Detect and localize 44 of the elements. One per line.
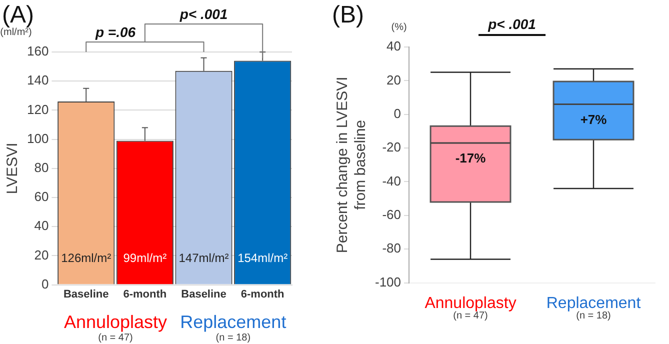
x-tick-label: 6-month xyxy=(123,288,167,300)
text: Annuloplasty xyxy=(64,312,168,332)
data-label: 147ml/m² xyxy=(178,251,229,266)
x-tick-label: Annuloplasty xyxy=(424,294,516,312)
data-label: 126ml/m² xyxy=(61,251,112,266)
y-tick-label: 140 xyxy=(26,72,49,88)
text: p< .001 xyxy=(178,6,228,22)
text: (ml/m²) xyxy=(0,26,32,38)
x-tick-label: Replacement xyxy=(546,294,642,312)
x-tick-label: 6-month xyxy=(240,288,285,300)
y-axis-title: Percent change in LVESVI from baseline xyxy=(334,76,370,254)
y-tick-label: -60 xyxy=(382,207,402,222)
y-axis-title: LVESVI xyxy=(4,142,22,194)
x-tick-label: Baseline xyxy=(63,288,109,300)
text: (n = 47) xyxy=(98,332,133,344)
text: (n = 47) xyxy=(453,310,488,322)
y-tick-label: 20 xyxy=(34,247,49,262)
y-tick-label: 100 xyxy=(26,130,49,146)
y-tick-label: -100 xyxy=(374,274,402,290)
text: (n = 18) xyxy=(576,310,611,322)
annotation: +7% xyxy=(580,112,608,127)
text: p =.06 xyxy=(94,24,136,40)
y-tick-label: 120 xyxy=(26,102,49,117)
y-tick-label: 60 xyxy=(34,189,49,204)
data-label: 99ml/m² xyxy=(123,251,167,266)
text: Replacement xyxy=(180,312,286,332)
text: (%) xyxy=(391,22,407,33)
y-tick-label: 20 xyxy=(386,72,402,88)
x-tick-label: Baseline xyxy=(181,288,226,300)
chart-title: (A) xyxy=(2,2,34,29)
y-tick-label: -20 xyxy=(382,140,402,155)
y-tick-label: -80 xyxy=(382,240,402,256)
y-tick-label: 0 xyxy=(41,276,49,292)
y-tick-label: 0 xyxy=(394,106,402,121)
chart-title: (B) xyxy=(332,2,364,29)
data-label: 154ml/m² xyxy=(238,251,288,266)
text: p< .001 xyxy=(487,16,536,32)
y-tick-label: 40 xyxy=(386,38,402,54)
y-tick-label: 40 xyxy=(34,218,49,234)
y-tick-label: -40 xyxy=(382,173,402,188)
text: (n = 18) xyxy=(216,332,251,344)
y-tick-label: 160 xyxy=(26,44,49,59)
y-tick-label: 80 xyxy=(34,160,49,175)
annotation: -17% xyxy=(455,150,486,166)
